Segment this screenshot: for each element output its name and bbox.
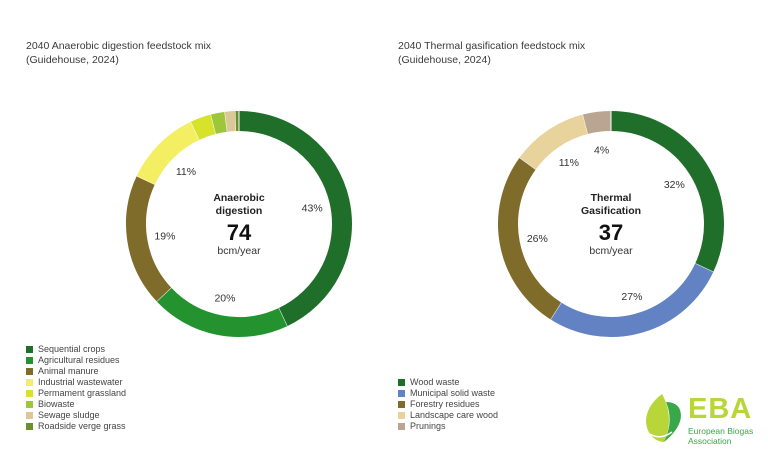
slice-label: 4% bbox=[594, 145, 609, 157]
legend-item: Biowaste bbox=[26, 399, 126, 410]
legend-item: Forestry residues bbox=[398, 399, 498, 410]
legend-swatch bbox=[26, 346, 33, 353]
slice-prunings bbox=[582, 111, 612, 134]
logo-sub-line-2: Association bbox=[688, 436, 732, 446]
legend-item: Landscape care wood bbox=[398, 410, 498, 421]
slice-label: 20% bbox=[214, 293, 235, 305]
legend-label: Forestry residues bbox=[410, 399, 480, 409]
legend-label: Roadside verge grass bbox=[38, 421, 126, 431]
logo-subtitle: European Biogas Association bbox=[688, 426, 753, 446]
legend-item: Agricultural residues bbox=[26, 355, 126, 366]
slice-label: 32% bbox=[664, 179, 685, 191]
title-line-1: 2040 Thermal gasification feedstock mix bbox=[398, 40, 586, 52]
center-title-line-1: Thermal bbox=[590, 192, 632, 204]
chart-title-anaerobic: 2040 Anaerobic digestion feedstock mix (… bbox=[26, 39, 211, 67]
slice-label: 11% bbox=[176, 166, 196, 178]
center-value-anaerobic: 74 bbox=[226, 220, 252, 245]
legend-item: Municipal solid waste bbox=[398, 388, 498, 399]
legend-item: Roadside verge grass bbox=[26, 421, 126, 432]
legend-label: Permament grassland bbox=[38, 388, 127, 398]
legend-swatch bbox=[26, 390, 33, 397]
donut-1: 32% 27% 26% 11% 4% bbox=[498, 111, 724, 337]
legend-swatch bbox=[26, 379, 33, 386]
legend-swatch bbox=[398, 412, 405, 419]
legend-swatch bbox=[398, 401, 405, 408]
legend-label: Industrial wastewater bbox=[38, 377, 123, 387]
legend-label: Sequential crops bbox=[38, 344, 106, 354]
legend-swatch bbox=[398, 390, 405, 397]
center-title-anaerobic: Anaerobic digestion bbox=[179, 192, 299, 218]
logo-text: EBA bbox=[688, 393, 753, 425]
title-line-1: 2040 Anaerobic digestion feedstock mix bbox=[26, 40, 212, 52]
legend-swatch bbox=[26, 357, 33, 364]
legend-swatch bbox=[398, 423, 405, 430]
slice-biowaste bbox=[210, 111, 228, 134]
eba-logo-icon bbox=[646, 394, 681, 442]
center-value-thermal: 37 bbox=[598, 220, 624, 245]
legend-label: Animal manure bbox=[38, 366, 99, 376]
legend-anaerobic: Sequential crops Agricultural residues Ani… bbox=[26, 344, 126, 432]
slice-agricultural-residues bbox=[156, 287, 288, 337]
legend-label: Landscape care wood bbox=[410, 410, 499, 420]
legend-label: Biowaste bbox=[38, 399, 75, 409]
center-title-line-2: Gasification bbox=[580, 205, 642, 217]
slice-permament-grassland bbox=[190, 114, 217, 140]
center-unit-anaerobic: bcm/year bbox=[217, 245, 261, 257]
slice-forestry-residues bbox=[498, 157, 562, 320]
legend-label: Municipal solid waste bbox=[410, 388, 496, 398]
legend-swatch bbox=[26, 412, 33, 419]
center-title-line-1: Anaerobic bbox=[213, 192, 265, 204]
slice-wood-waste bbox=[610, 111, 724, 273]
slice-sequential-crops bbox=[238, 111, 352, 327]
legend-item: Sequential crops bbox=[26, 344, 126, 355]
legend-item: Prunings bbox=[398, 421, 498, 432]
legend-swatch bbox=[26, 401, 33, 408]
legend-label: Wood waste bbox=[410, 377, 460, 387]
slice-label: 27% bbox=[621, 291, 642, 303]
center-unit-thermal: bcm/year bbox=[589, 245, 633, 257]
center-title-line-2: digestion bbox=[215, 205, 263, 217]
legend-label: Agricultural residues bbox=[38, 355, 120, 365]
slice-label: 11% bbox=[559, 157, 579, 169]
slice-municipal-solid-waste bbox=[550, 263, 714, 337]
legend-label: Sewage sludge bbox=[38, 410, 100, 420]
legend-item: Industrial wastewater bbox=[26, 377, 126, 388]
legend-swatch bbox=[26, 423, 33, 430]
title-line-2: (Guidehouse, 2024) bbox=[26, 54, 119, 66]
slice-label: 19% bbox=[154, 231, 175, 243]
title-line-2: (Guidehouse, 2024) bbox=[398, 54, 491, 66]
legend-item: Permament grassland bbox=[26, 388, 126, 399]
center-title-thermal: Thermal Gasification bbox=[551, 192, 671, 218]
legend-swatch bbox=[26, 368, 33, 375]
legend-item: Wood waste bbox=[398, 377, 498, 388]
donut-0: 43% 20% 19% 11% bbox=[126, 111, 352, 337]
slice-industrial-wastewater bbox=[136, 121, 200, 185]
slice-label: 26% bbox=[527, 233, 548, 245]
slice-sewage-sludge bbox=[224, 111, 237, 132]
legend-item: Sewage sludge bbox=[26, 410, 126, 421]
legend-label: Prunings bbox=[410, 421, 446, 431]
logo-sub-line-1: European Biogas bbox=[688, 426, 754, 436]
legend-swatch bbox=[398, 379, 405, 386]
slice-label: 43% bbox=[302, 203, 323, 215]
legend-thermal: Wood waste Municipal solid waste Forestry … bbox=[398, 377, 498, 432]
chart-title-thermal: 2040 Thermal gasification feedstock mix … bbox=[398, 39, 585, 67]
slice-animal-manure bbox=[126, 175, 172, 302]
slice-landscape-care-wood bbox=[519, 114, 589, 170]
legend-item: Animal manure bbox=[26, 366, 126, 377]
